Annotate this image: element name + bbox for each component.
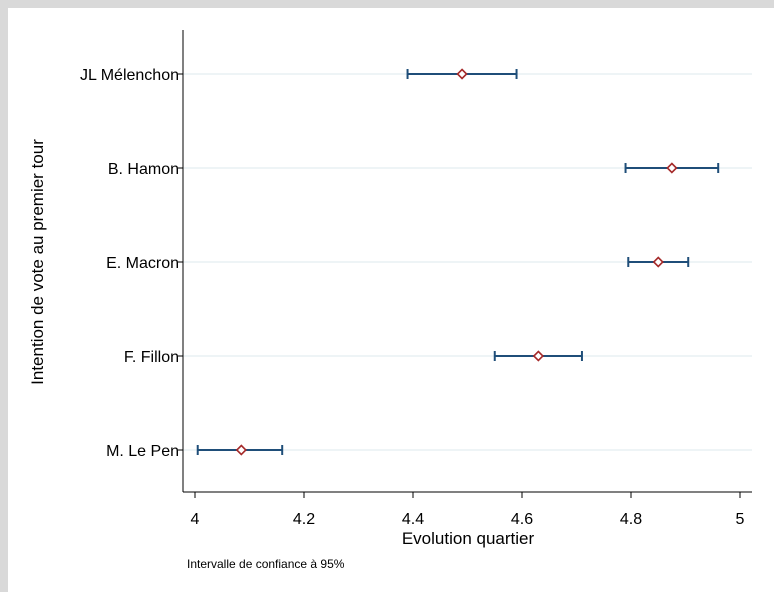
estimate-point-group — [406, 68, 518, 80]
estimate-point-group — [493, 350, 583, 362]
y-tick-label: M. Le Pen — [106, 443, 179, 460]
y-tick-label: JL Mélenchon — [80, 67, 179, 84]
axes — [182, 30, 752, 493]
x-tick-label: 4 — [191, 511, 200, 528]
estimate-marker — [652, 256, 664, 268]
confidence-note: Intervalle de confiance à 95% — [187, 557, 345, 571]
estimate-point-group — [627, 256, 690, 268]
estimate-point-group — [196, 444, 284, 456]
estimate-marker — [532, 350, 544, 362]
x-ticks: 4 4.2 4.4 4.6 4.8 5 — [191, 492, 745, 528]
estimates — [196, 68, 720, 456]
x-tick-label: 4.2 — [293, 511, 315, 528]
x-axis-title: Evolution quartier — [402, 529, 535, 548]
estimate-marker — [666, 162, 678, 174]
estimate-marker — [456, 68, 468, 80]
y-axis-title: Intention de vote au premier tour — [28, 139, 47, 385]
chart-frame — [8, 8, 774, 592]
y-tick-label: F. Fillon — [124, 349, 179, 366]
y-tick-label: E. Macron — [106, 255, 179, 272]
x-tick-label: 4.4 — [402, 511, 424, 528]
x-tick-label: 4.6 — [511, 511, 533, 528]
estimate-marker — [235, 444, 247, 456]
x-tick-label: 4.8 — [620, 511, 642, 528]
y-ticks: JL Mélenchon B. Hamon E. Macron F. Fillon M.… — [80, 67, 183, 460]
y-tick-label: B. Hamon — [108, 161, 179, 178]
estimate-point-group — [624, 162, 720, 174]
x-tick-label: 5 — [736, 511, 745, 528]
